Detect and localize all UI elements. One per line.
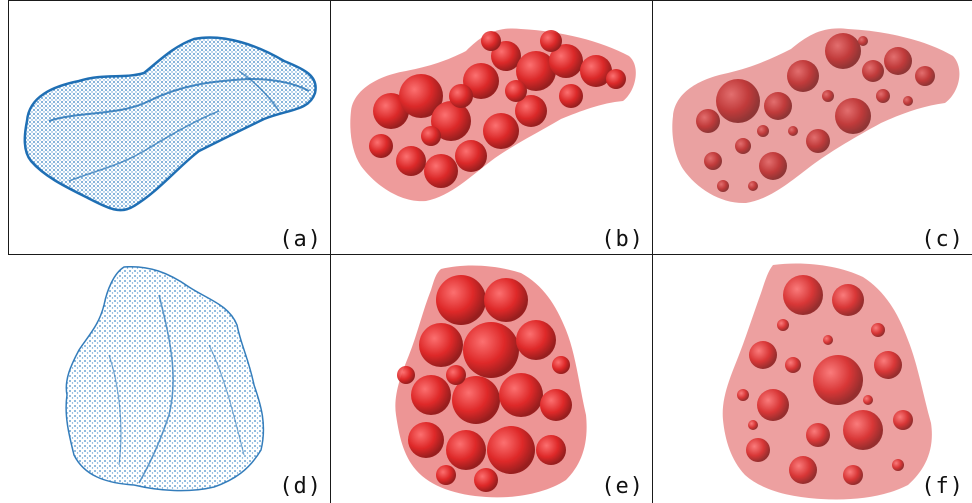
sphere-packing-round [395,265,587,498]
divider-vertical-1 [330,0,331,503]
panel-label: (c) [921,227,964,252]
sphere-packing-elongated-sparse [672,28,960,204]
panel-a: (a) [9,1,330,254]
divider-vertical-2 [652,0,653,503]
panel-b: (b) [331,1,652,254]
panel-label: (a) [279,227,322,252]
panel-label: (e) [601,474,644,499]
panel-label: (b) [601,227,644,252]
divider-horizontal [8,254,972,255]
panel-c: (c) [653,1,972,254]
point-cloud-elongated [23,36,317,212]
sphere-packing-round-sparse [722,263,932,500]
frame-top [8,0,972,1]
frame-left [8,0,9,255]
panel-e: (e) [331,255,652,503]
panel-label: (f) [921,474,964,499]
panel-d: (d) [9,255,330,503]
panel-f: (f) [653,255,972,503]
panel-label: (d) [279,474,322,499]
point-cloud-round [65,265,265,492]
sphere-packing-elongated [350,28,636,202]
